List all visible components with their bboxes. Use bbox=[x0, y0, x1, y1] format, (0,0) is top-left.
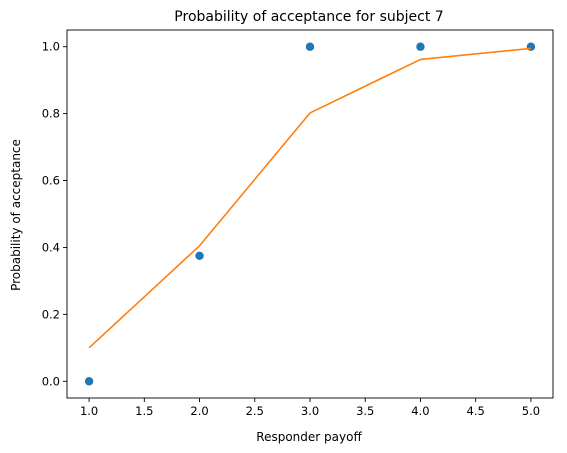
x-tick-label: 1.5 bbox=[135, 404, 153, 418]
x-tick-label: 3.0 bbox=[301, 404, 319, 418]
y-tick-label: 0.6 bbox=[42, 174, 60, 188]
plot-frame bbox=[66, 29, 554, 399]
x-tick-label: 3.5 bbox=[356, 404, 374, 418]
x-tick-label: 2.5 bbox=[246, 404, 264, 418]
fitted-line bbox=[88, 47, 531, 349]
y-tick-label: 0.4 bbox=[42, 240, 60, 254]
x-tick-label: 4.5 bbox=[467, 404, 485, 418]
y-axis-label: Probability of acceptance bbox=[9, 139, 23, 291]
y-axis: 0.0 0.2 0.4 0.6 0.8 1.0 bbox=[42, 40, 67, 388]
x-tick-label: 4.0 bbox=[411, 404, 429, 418]
x-tick-label: 2.0 bbox=[190, 404, 208, 418]
y-tick-label: 0.2 bbox=[42, 307, 60, 321]
y-tick-label: 0.0 bbox=[42, 374, 60, 388]
y-tick-label: 0.8 bbox=[42, 107, 60, 121]
x-axis: 1.0 1.5 2.0 2.5 3.0 3.5 4.0 4.5 5.0 bbox=[80, 398, 540, 418]
scatter-point bbox=[416, 42, 425, 51]
y-tick-label: 1.0 bbox=[42, 40, 60, 54]
plot-area bbox=[84, 42, 536, 386]
x-tick-label: 5.0 bbox=[522, 404, 540, 418]
scatter-point bbox=[195, 251, 204, 261]
scatter-point bbox=[305, 42, 315, 51]
chart-title: Probability of acceptance for subject 7 bbox=[174, 9, 443, 25]
scatter-point bbox=[526, 42, 536, 51]
scatter-point bbox=[84, 377, 94, 386]
x-axis-label: Responder payoff bbox=[256, 430, 362, 444]
x-tick-label: 1.0 bbox=[80, 404, 98, 418]
